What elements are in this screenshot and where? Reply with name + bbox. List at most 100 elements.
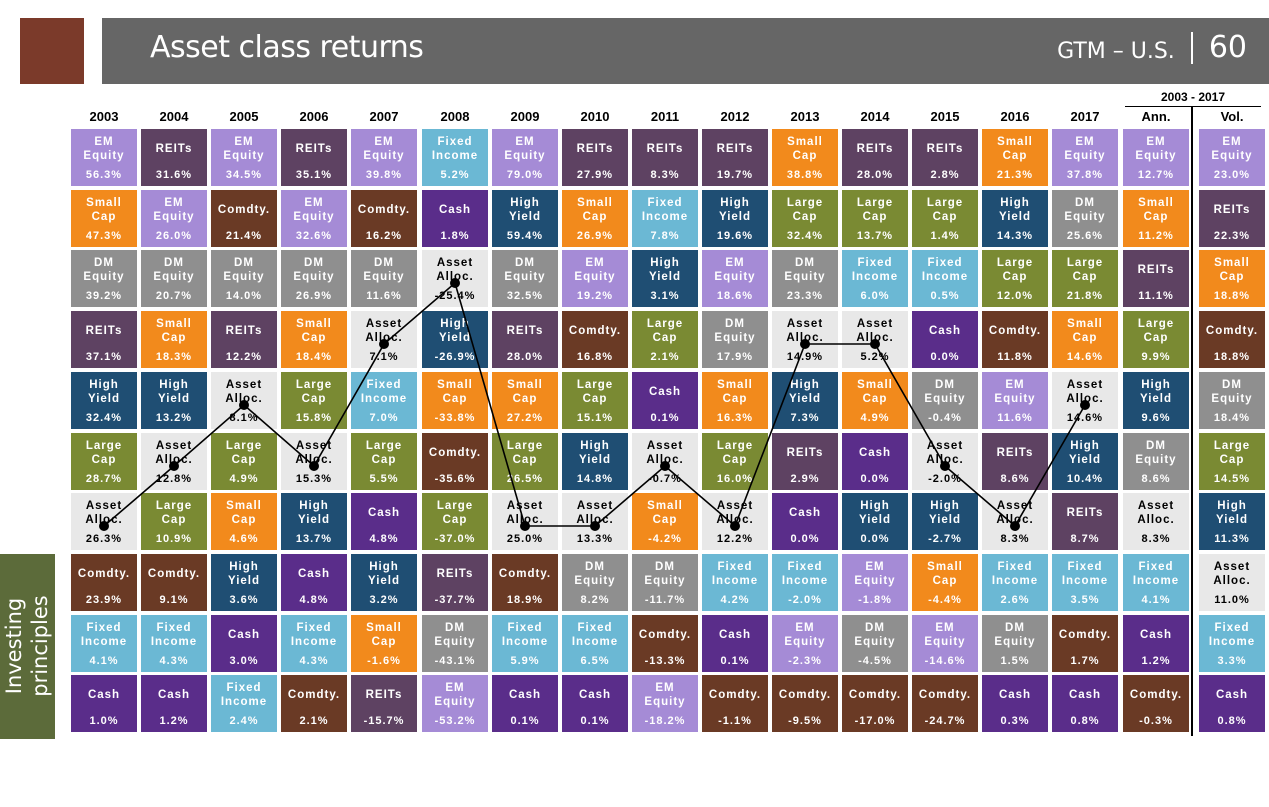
cell-asset-label: REITs — [365, 689, 403, 701]
cell-asset-label: High Yield — [508, 197, 542, 223]
cell-return-value: 12.7% — [1137, 169, 1175, 181]
header-right: GTM – U.S. 60 — [1057, 30, 1247, 65]
cell-dm-equity: DM Equity 17.9% — [702, 311, 768, 368]
cell-asset-label: Small Cap — [787, 136, 823, 162]
cell-dm-equity: DM Equity 23.3% — [772, 250, 838, 307]
summary-span-rule — [1125, 106, 1261, 107]
column-header-ann: Ann. — [1141, 109, 1171, 124]
cell-return-value: 3.1% — [650, 290, 680, 302]
cell-asset-label: Large Cap — [506, 440, 544, 466]
cell-asset-label: Comdty. — [1058, 629, 1112, 641]
cell-asset-label: Large Cap — [856, 197, 894, 223]
cell-return-value: 4.8% — [299, 594, 329, 606]
cell-asset-label: Comdty. — [568, 325, 622, 337]
cell-asset-label: Fixed Income — [571, 622, 619, 648]
cell-return-value: 16.3% — [716, 412, 754, 424]
cell-asset-label: Comdty. — [1129, 689, 1183, 701]
cell-fixed-income: Fixed Income 6.5% — [562, 615, 628, 672]
cell-asset-alloc: Asset Alloc. 13.3% — [562, 493, 628, 550]
cell-fixed-income: Fixed Income 7.0% — [351, 372, 417, 429]
cell-return-value: 39.8% — [365, 169, 403, 181]
cell-asset-label: Comdty. — [988, 325, 1042, 337]
cell-asset-label: High Yield — [1215, 500, 1249, 526]
cell-fixed-income: Fixed Income 4.3% — [141, 615, 207, 672]
cell-asset-label: Comdty. — [638, 629, 692, 641]
cell-dm-equity: DM Equity -4.5% — [842, 615, 908, 672]
cell-asset-label: Large Cap — [926, 197, 964, 223]
side-tab — [0, 554, 55, 739]
cell-asset-label: EM Equity — [854, 561, 896, 587]
cell-asset-label: Small Cap — [156, 318, 192, 344]
cell-reits: REITs 12.2% — [211, 311, 277, 368]
cell-return-value: -1.1% — [718, 715, 752, 727]
cell-return-value: -53.2% — [434, 715, 476, 727]
cell-asset-label: DM Equity — [924, 379, 966, 405]
cell-asset-label: Large Cap — [576, 379, 614, 405]
cell-return-value: 59.4% — [506, 230, 544, 242]
cell-comdty: Comdty. -35.6% — [422, 433, 488, 490]
cell-return-value: 4.9% — [229, 473, 259, 485]
cell-asset-label: High Yield — [297, 500, 331, 526]
cell-reits: REITs -37.7% — [422, 554, 488, 611]
cell-em-equity: EM Equity 26.0% — [141, 190, 207, 247]
cell-cash: Cash 0.1% — [702, 615, 768, 672]
cell-return-value: 1.7% — [1070, 655, 1100, 667]
cell-return-value: 9.6% — [1141, 412, 1171, 424]
cell-asset-label: Small Cap — [1138, 197, 1174, 223]
cell-high-yield: High Yield -26.9% — [422, 311, 488, 368]
cell-return-value: 0.8% — [1070, 715, 1100, 727]
cell-asset-label: REITs — [646, 143, 684, 155]
cell-asset-label: REITs — [1066, 507, 1104, 519]
cell-return-value: -9.5% — [788, 715, 822, 727]
cell-comdty: Comdty. 21.4% — [211, 190, 277, 247]
cell-asset-alloc: Asset Alloc. 14.9% — [772, 311, 838, 368]
cell-asset-label: High Yield — [1068, 440, 1102, 466]
cell-asset-label: Cash — [508, 689, 542, 701]
cell-asset-label: Large Cap — [85, 440, 123, 466]
cell-asset-label: Large Cap — [1213, 440, 1251, 466]
cell-asset-label: High Yield — [928, 500, 962, 526]
cell-return-value: 9.9% — [1141, 351, 1171, 363]
cell-asset-label: Comdty. — [1205, 325, 1259, 337]
cell-return-value: 18.9% — [506, 594, 544, 606]
cell-fixed-income: Fixed Income 4.3% — [281, 615, 347, 672]
cell-return-value: 22.3% — [1213, 230, 1251, 242]
cell-return-value: 11.0% — [1214, 594, 1250, 606]
cell-asset-label: Small Cap — [507, 379, 543, 405]
cell-asset-alloc: Asset Alloc. 15.3% — [281, 433, 347, 490]
cell-asset-label: Small Cap — [997, 136, 1033, 162]
cell-asset-label: DM Equity — [1211, 379, 1253, 405]
cell-return-value: 21.4% — [225, 230, 263, 242]
cell-asset-label: High Yield — [157, 379, 191, 405]
cell-cash: Cash 0.1% — [632, 372, 698, 429]
cell-asset-label: Comdty. — [708, 689, 762, 701]
cell-em-equity: EM Equity 34.5% — [211, 129, 277, 186]
cell-return-value: -25.4% — [434, 290, 476, 302]
cell-return-value: 34.5% — [225, 169, 263, 181]
page-title: Asset class returns — [150, 30, 424, 65]
cell-large-cap: Large Cap 15.8% — [281, 372, 347, 429]
cell-asset-alloc: Asset Alloc. 11.0% — [1199, 554, 1265, 611]
cell-small-cap: Small Cap 11.2% — [1123, 190, 1189, 247]
cell-return-value: 0.1% — [510, 715, 540, 727]
cell-asset-label: Asset Alloc. — [365, 318, 403, 344]
cell-asset-label: DM Equity — [1064, 197, 1106, 223]
cell-asset-label: Small Cap — [1214, 257, 1250, 283]
cell-comdty: Comdty. 16.2% — [351, 190, 417, 247]
cell-return-value: 0.1% — [650, 412, 680, 424]
cell-em-equity: EM Equity -53.2% — [422, 675, 488, 732]
cell-asset-label: REITs — [926, 143, 964, 155]
cell-return-value: 0.0% — [930, 351, 960, 363]
cell-asset-label: Asset Alloc. — [996, 500, 1034, 526]
cell-return-value: -0.4% — [928, 412, 962, 424]
cell-cash: Cash 0.0% — [842, 433, 908, 490]
cell-asset-label: DM Equity — [83, 257, 125, 283]
cell-asset-label: Asset Alloc. — [646, 440, 684, 466]
column-header-2011: 2011 — [650, 109, 680, 124]
cell-return-value: 18.6% — [716, 290, 754, 302]
cell-return-value: 12.2% — [225, 351, 263, 363]
cell-return-value: 16.0% — [716, 473, 754, 485]
cell-comdty: Comdty. -17.0% — [842, 675, 908, 732]
cell-return-value: 14.8% — [576, 473, 614, 485]
cell-cash: Cash 1.0% — [71, 675, 137, 732]
